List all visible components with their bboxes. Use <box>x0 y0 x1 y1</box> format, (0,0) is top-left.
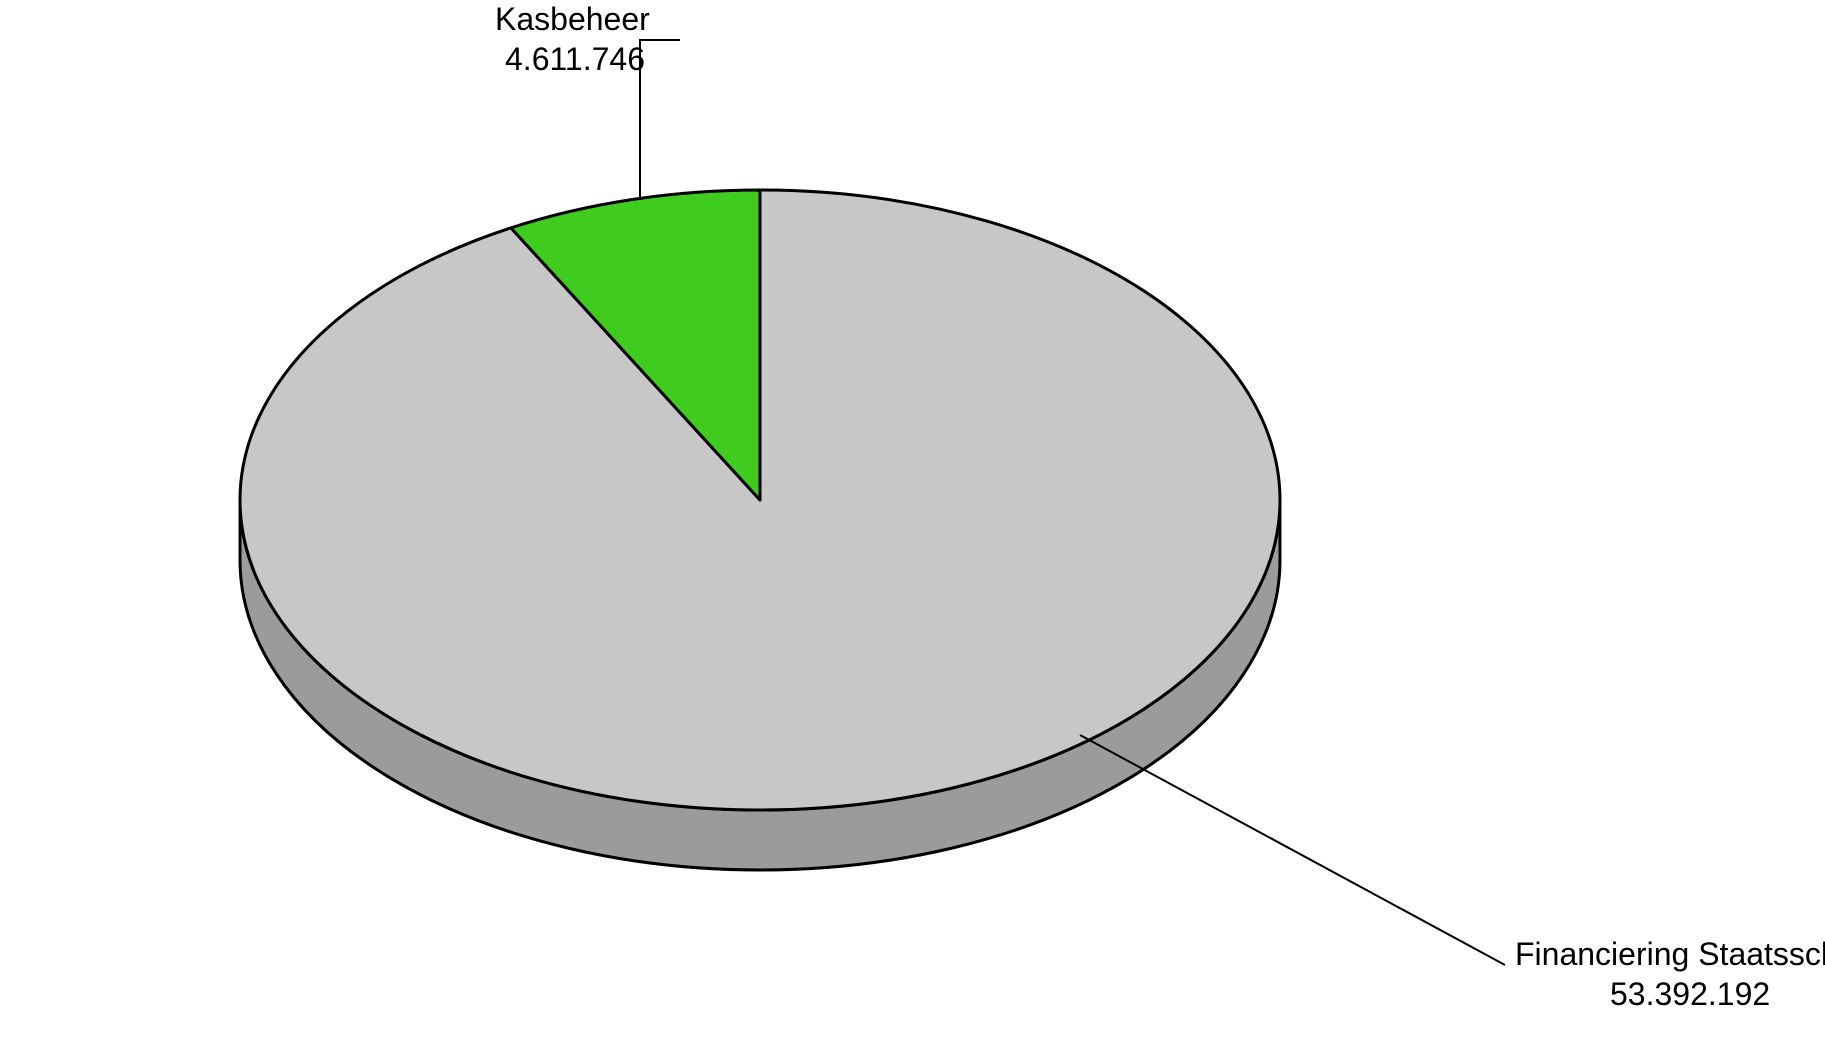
leader-line-1 <box>640 40 680 200</box>
pie-3d-chart: Financiering Staatsschuld 53.392.192 Kasbe… <box>0 0 1825 1050</box>
slice-value-0: 53.392.192 <box>1610 976 1770 1012</box>
slice-label-0: Financiering Staatsschuld <box>1515 936 1825 972</box>
slice-label-1: Kasbeheer <box>495 1 650 37</box>
slice-value-1: 4.611.746 <box>505 41 645 77</box>
leader-line-0 <box>1080 735 1505 965</box>
